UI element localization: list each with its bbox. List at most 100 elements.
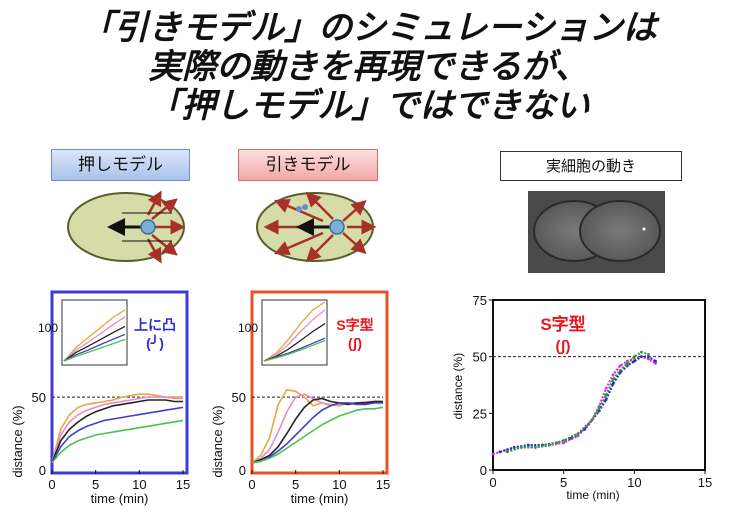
centrosome <box>140 219 156 235</box>
push-model-diagram <box>67 190 186 264</box>
x-tick-label: 15 <box>176 477 190 492</box>
data-point <box>569 436 573 440</box>
push-model-label: 押しモデル <box>51 149 190 181</box>
series-line <box>51 419 184 464</box>
motor-protein <box>302 204 308 210</box>
data-point <box>611 373 615 377</box>
x-tick-label: 10 <box>332 477 346 492</box>
y-tick-label: 50 <box>232 390 246 405</box>
data-point <box>512 445 516 449</box>
series-line <box>251 397 383 464</box>
x-tick-label: 15 <box>376 477 390 492</box>
x-tick-label: 5 <box>560 475 567 490</box>
data-point <box>498 450 502 454</box>
inset-y-tick-label: 100 <box>238 321 258 335</box>
data-point <box>632 355 636 359</box>
shape-symbol: (╯) <box>146 334 164 351</box>
x-axis-label: time (min) <box>91 491 149 506</box>
data-point <box>519 445 523 449</box>
data-point <box>534 445 537 449</box>
y-tick-label: 0 <box>39 463 46 478</box>
y-axis-label: distance (%) <box>451 353 465 420</box>
data-point <box>562 441 566 445</box>
data-point <box>526 443 530 447</box>
data-point <box>548 443 551 447</box>
data-point <box>654 359 657 363</box>
x-tick-label: 0 <box>248 477 255 492</box>
push-model-chart: 0 50 0 5 10 15 time (min) distance (%) 100 上に凸(╯) <box>10 290 190 506</box>
data-point <box>597 407 601 411</box>
data-point <box>590 418 594 422</box>
real-cell-label: 実細胞の動き <box>500 151 682 181</box>
x-tick-label: 10 <box>627 475 641 490</box>
data-point <box>562 439 566 442</box>
y-tick-label: 75 <box>473 293 487 308</box>
series-line <box>51 399 183 463</box>
inset-series-line <box>63 309 126 362</box>
title-line-2: 実際の動きを再現できるが、 <box>148 47 589 87</box>
shape-symbol: (ʃ) <box>348 335 362 351</box>
data-point <box>640 355 643 359</box>
y-tick-label: 50 <box>473 350 487 365</box>
shape-annotation: 上に凸 <box>134 317 176 333</box>
y-axis-label: distance (%) <box>210 405 225 477</box>
data-point <box>647 353 650 356</box>
y-axis-label: distance (%) <box>10 405 25 477</box>
shape-annotation: S字型 <box>540 314 585 334</box>
centrosome <box>329 219 345 235</box>
y-tick-label: 0 <box>480 463 487 478</box>
x-tick-label: 10 <box>132 477 146 492</box>
series-line <box>251 406 384 464</box>
x-tick-label: 0 <box>489 475 496 490</box>
series-line <box>51 396 183 463</box>
inset-series-line <box>263 309 326 362</box>
inset-series-line <box>63 316 126 362</box>
series-line <box>51 406 184 464</box>
y-tick-label: 50 <box>32 390 46 405</box>
x-tick-label: 5 <box>292 477 299 492</box>
x-tick-label: 15 <box>698 475 712 490</box>
x-tick-label: 5 <box>92 477 99 492</box>
data-point <box>618 371 622 374</box>
inset-series-line <box>63 333 126 362</box>
title-line-1: 「引きモデル」のシミュレーションは <box>80 8 657 48</box>
data-point <box>647 355 650 359</box>
inset-series-line <box>63 338 126 362</box>
inset-series-line <box>263 301 326 362</box>
data-point <box>611 377 615 381</box>
inset-series-line <box>63 325 126 362</box>
data-point <box>611 382 615 386</box>
cell-micrograph <box>528 191 665 273</box>
shape-symbol: (ʃ) <box>556 338 571 355</box>
inset-series-line <box>263 339 326 362</box>
data-point <box>604 393 608 397</box>
pull-model-chart: 0 50 0 5 10 15 time (min) distance (%) 100 S字型 (ʃ) <box>210 290 390 506</box>
data-point <box>647 357 650 361</box>
series-line <box>251 402 383 464</box>
data-point <box>505 450 509 454</box>
data-point <box>604 387 608 390</box>
pushing-arrows <box>146 190 186 264</box>
data-point <box>491 452 495 456</box>
x-axis-label: time (min) <box>291 491 349 506</box>
real-cell-chart: 0 25 50 75 0 5 10 15 time (min) distance (%) S字型 (ʃ… <box>451 293 712 502</box>
data-point <box>625 362 629 365</box>
data-point <box>604 398 608 402</box>
data-point <box>576 432 580 436</box>
title-line-3: 「押しモデル」ではできない <box>147 86 590 126</box>
data-point <box>618 368 622 372</box>
data-point <box>640 350 643 354</box>
pull-model-label: 引きモデル <box>238 149 378 181</box>
pulling-arrows <box>263 191 377 263</box>
data-point <box>576 434 580 438</box>
shape-annotation: S字型 <box>336 317 373 333</box>
chart-frame <box>250 290 389 475</box>
series-points <box>492 355 657 456</box>
data-point <box>632 359 636 363</box>
y-tick-label: 0 <box>239 463 246 478</box>
inset-y-tick-label: 100 <box>38 321 58 335</box>
data-point <box>654 362 657 365</box>
chart-frame <box>50 290 189 475</box>
y-tick-label: 25 <box>473 406 487 421</box>
x-tick-label: 0 <box>48 477 55 492</box>
